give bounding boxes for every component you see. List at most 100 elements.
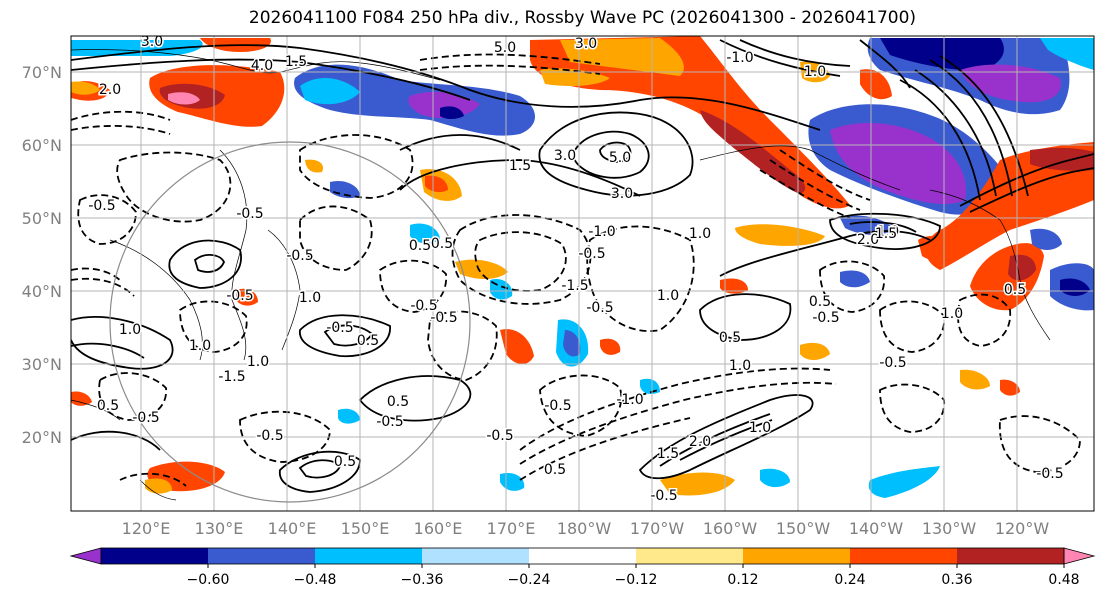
contour-label: 1.5 [285, 54, 307, 70]
colorbar-tick-label: 0.24 [834, 572, 865, 588]
lat-label: 70°N [22, 63, 62, 82]
lat-label: 50°N [22, 209, 62, 228]
lon-label: 160°E [414, 519, 463, 538]
contour-label: -0.5 [586, 300, 613, 316]
contour-label: -0.5 [256, 428, 283, 444]
contour-label: 1.0 [299, 290, 321, 306]
contour-label: -0.5 [1036, 466, 1063, 482]
map-title: 2026041100 F084 250 hPa div., Rossby Wav… [248, 8, 917, 28]
colorbar-swatch [743, 548, 851, 564]
colorbar-tick-label: 0.48 [1048, 572, 1079, 588]
contour-label: -0.5 [132, 410, 159, 426]
lon-label: 150°W [776, 519, 831, 538]
contour-label: 4.0 [251, 58, 273, 74]
contour-label: -1.0 [588, 224, 615, 240]
colorbar-swatch [315, 548, 423, 564]
colorbar-extend-low [69, 547, 102, 565]
contour-labels: 3.04.0 1.52.05.0 3.0-1.01.03.01.5 5.03.02.0… [87, 34, 1065, 506]
colorbar-tick-label: 0.12 [727, 572, 758, 588]
contour-label: -0.5 [326, 320, 353, 336]
contour-label: -0.5 [226, 288, 253, 304]
contour-label: -0.5 [578, 246, 605, 262]
lon-label: 180°W [557, 519, 612, 538]
contour-label: -0.5 [544, 398, 571, 414]
longitude-labels: 120°E 130°E 140°E 150°E 160°E 170°E 180°W 170°W… [122, 519, 1050, 538]
contour-label: 1.0 [247, 354, 269, 370]
divergence-shading [71, 36, 1094, 498]
contour-label: 1.5 [875, 226, 897, 242]
contour-label: -0.5 [88, 198, 115, 214]
contour-label: -0.5 [486, 428, 513, 444]
colorbar-tick-label: −0.24 [508, 572, 551, 588]
lon-label: 170°E [487, 519, 536, 538]
contour-label: -0.5 [410, 298, 437, 314]
contour-label: -1.5 [218, 369, 245, 385]
contour-label: -1.0 [726, 50, 753, 66]
contour-label: -0.5 [879, 355, 906, 371]
contour-label: 0.5 [334, 454, 356, 470]
contour-label: -0.5 [430, 310, 457, 326]
contour-label: 2.0 [99, 82, 121, 98]
lon-label: 130°E [195, 519, 244, 538]
graticule [71, 36, 1094, 511]
lon-label: 120°W [995, 519, 1050, 538]
colorbar-tick-label: −0.36 [401, 572, 444, 588]
coastlines [71, 49, 1051, 501]
colorbar-swatch [208, 548, 316, 564]
contour-label: 2.0 [857, 232, 879, 248]
contour-label: 1.0 [119, 322, 141, 338]
lat-label: 60°N [22, 136, 62, 155]
contour-label: 3.0 [141, 34, 163, 50]
contour-label: 1.5 [509, 158, 531, 174]
colorbar-tick-label: 0.36 [941, 572, 972, 588]
contour-label: 0.5 [431, 236, 453, 252]
contour-label: -0.5 [376, 414, 403, 430]
colorbar: −0.60 −0.48 −0.36 −0.24 −0.12 0.12 0.24 0.36 0.4… [69, 547, 1096, 588]
colorbar-swatch [957, 548, 1065, 564]
contour-label: 3.0 [554, 148, 576, 164]
colorbar-swatch [636, 548, 744, 564]
contour-label: 2.0 [689, 434, 711, 450]
lon-label: 150°E [341, 519, 390, 538]
contour-label: 0.5 [1004, 282, 1026, 298]
contour-label: -0.5 [812, 310, 839, 326]
contour-label: 1.5 [657, 446, 679, 462]
contour-label: 3.0 [575, 36, 597, 52]
lon-label: 160°W [703, 519, 758, 538]
projection-ring [109, 141, 471, 503]
contour-label: 1.0 [877, 224, 899, 240]
colorbar-swatch [529, 548, 637, 564]
contour-label: 3.0 [611, 186, 633, 202]
contour-label: 1.0 [941, 306, 963, 322]
contour-label: 0.5 [387, 394, 409, 410]
contour-label: 1.0 [189, 338, 211, 354]
contour-label: 0.5 [809, 294, 831, 310]
contour-label: 0.5 [544, 462, 566, 478]
lon-label: 140°W [849, 519, 904, 538]
lon-label: 130°W [922, 519, 977, 538]
contour-label: 0.5 [719, 330, 741, 346]
contour-label: 5.0 [494, 40, 516, 56]
lat-label: 40°N [22, 282, 62, 301]
latitude-labels: 70°N 60°N 50°N 40°N 30°N 20°N [22, 63, 62, 447]
contour-label: -1.0 [616, 392, 643, 408]
contour-label: 5.0 [609, 150, 631, 166]
lat-label: 20°N [22, 428, 62, 447]
contour-label: -0.5 [286, 248, 313, 264]
lon-label: 170°W [630, 519, 685, 538]
contour-label: -1.5 [561, 278, 588, 294]
lat-label: 30°N [22, 355, 62, 374]
contour-label: -0.5 [650, 488, 677, 504]
contour-label: 0.5 [97, 398, 119, 414]
psi-contours-negative [71, 53, 1081, 487]
lon-label: 120°E [122, 519, 171, 538]
colorbar-swatch [422, 548, 530, 564]
colorbar-tick-label: −0.60 [187, 572, 230, 588]
contour-label: 1.0 [657, 288, 679, 304]
psi-contours [71, 39, 1094, 493]
contour-label: 1.0 [804, 64, 826, 80]
contour-label: 1.0 [689, 226, 711, 242]
colorbar-tick-label: −0.12 [615, 572, 658, 588]
plot-frame [70, 35, 1095, 512]
